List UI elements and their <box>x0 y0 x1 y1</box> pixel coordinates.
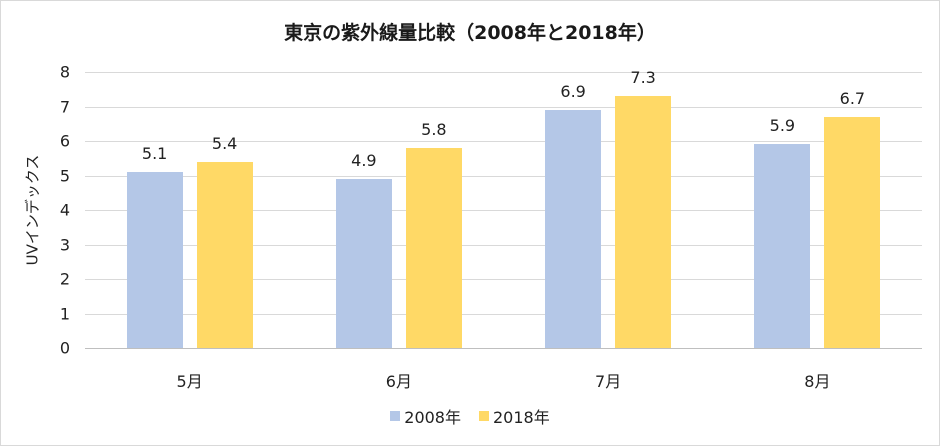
gridline <box>85 175 922 177</box>
y-tick-label: 6 <box>59 131 70 151</box>
data-label: 5.8 <box>421 119 447 139</box>
legend: 2008年 2018年 <box>0 404 940 428</box>
y-tick-label: 7 <box>59 97 70 116</box>
y-tick-label: 2 <box>59 269 70 289</box>
data-label: 4.9 <box>351 150 377 170</box>
bar-2008年-7月 <box>545 109 602 348</box>
bar-2018年-7月 <box>615 96 672 348</box>
bar-2018年-5月 <box>196 161 253 348</box>
bar-2018年-8月 <box>824 116 881 348</box>
y-tick-label: 3 <box>59 235 70 254</box>
legend-label: 2018年 <box>493 408 550 427</box>
data-label: 7.3 <box>630 68 656 88</box>
chart-title: 東京の紫外線量比較（2008年と2018年） <box>284 22 656 44</box>
x-tick-label: 7月 <box>595 372 622 391</box>
bar-2018年-6月 <box>405 147 462 348</box>
gridline <box>85 106 922 108</box>
y-tick-label: 1 <box>59 304 70 323</box>
gridline <box>85 279 922 280</box>
legend-item: 2008年 <box>390 404 461 428</box>
data-label: 6.9 <box>560 81 586 101</box>
y-tick-label: 5 <box>59 166 70 185</box>
x-tick-label: 8月 <box>804 372 831 391</box>
legend-swatch-icon <box>479 411 489 421</box>
data-label: 5.1 <box>141 144 168 164</box>
bar-2008年-6月 <box>335 178 392 348</box>
gridline <box>85 210 922 211</box>
legend-item: 2018年 <box>479 404 550 428</box>
gridline <box>85 348 922 349</box>
y-tick-label: 8 <box>59 62 70 82</box>
plot-area: 5.1 5.4 4.9 5.8 6.9 7.3 5.9 6.7 <box>85 68 922 349</box>
data-label: 5.9 <box>769 116 796 136</box>
data-label: 6.7 <box>839 88 866 108</box>
y-tick-label: 0 <box>59 338 70 358</box>
gridline <box>85 141 922 142</box>
gridline <box>85 72 922 73</box>
bar-2008年-5月 <box>126 172 183 348</box>
legend-swatch-icon <box>390 411 401 421</box>
x-tick-label: 5月 <box>176 372 203 391</box>
bar-2008年-8月 <box>754 144 811 348</box>
y-tick-label: 4 <box>59 200 70 220</box>
x-tick-label: 6月 <box>385 372 412 391</box>
legend-label: 2008年 <box>404 408 461 427</box>
data-label: 5.4 <box>211 133 238 153</box>
gridline <box>85 244 922 246</box>
gridline <box>85 313 922 315</box>
